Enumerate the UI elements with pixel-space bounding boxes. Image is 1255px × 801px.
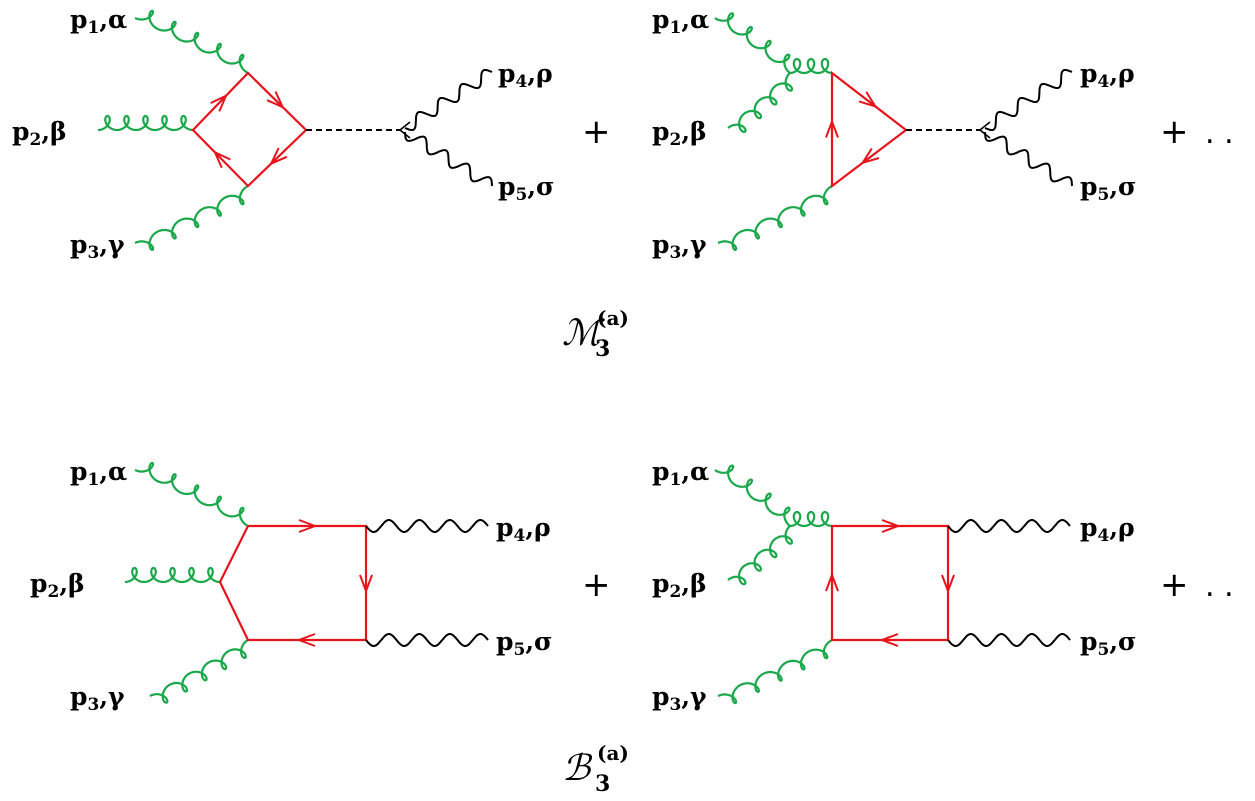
boson-line-p5 xyxy=(947,633,1071,647)
gluon-line-p3 xyxy=(717,185,833,252)
label-boson-p5: p5,σ xyxy=(1080,172,1136,205)
boson-line-p4 xyxy=(984,69,1073,131)
effective-vertex xyxy=(978,121,991,139)
label-boson-p4: p4,ρ xyxy=(496,513,551,546)
label-gluon-p3: p3,γ xyxy=(652,682,707,715)
fermion-arrow-1 xyxy=(881,519,901,533)
caption-symbol: ℬ xyxy=(562,748,593,789)
caption-subscript: 3 xyxy=(595,771,610,797)
label-gluon-p2: p2,β xyxy=(12,117,67,150)
label-boson-p5: p5,σ xyxy=(496,627,552,660)
boson-line-p4 xyxy=(947,519,1071,533)
label-gluon-p1: p1,α xyxy=(652,5,709,38)
fermion-loop-triangle xyxy=(830,70,908,189)
fermion-arrow-2 xyxy=(359,574,373,594)
boson-line-p4 xyxy=(365,519,489,533)
diagram-top-right: p1,α p2,β p3,γ p4,ρ p5,σ xyxy=(652,5,1136,263)
fermion-arrow-3 xyxy=(269,147,288,166)
fermion-loop-pentagon xyxy=(218,524,368,642)
gluon-line-p2 xyxy=(727,72,794,133)
caption-m3a: ℳ 3 (a) xyxy=(562,306,629,362)
fermion-arrow-1 xyxy=(210,93,229,112)
gluon-line-p2 xyxy=(97,114,194,132)
label-gluon-p2: p2,β xyxy=(652,117,707,150)
label-boson-p5: p5,σ xyxy=(1080,627,1136,660)
diagram-top-left: p1,α p2,β p3,γ p4,ρ p5,σ xyxy=(12,5,554,263)
fermion-arrow-3 xyxy=(879,633,899,647)
gluon-line-p1 xyxy=(134,461,249,527)
ellipsis-bottom: . . xyxy=(1205,569,1234,604)
caption-symbol: ℳ xyxy=(562,313,605,354)
boson-line-p4 xyxy=(404,69,493,131)
label-gluon-p3: p3,γ xyxy=(70,682,125,715)
caption-subscript: 3 xyxy=(595,336,610,362)
gluon-line-internal xyxy=(789,57,833,75)
fermion-loop-box xyxy=(830,524,950,642)
fermion-loop-box xyxy=(191,71,308,188)
diagram-bottom-left: p1,α p2,β p3,γ p4,ρ p5,σ xyxy=(30,457,552,715)
label-gluon-p2: p2,β xyxy=(30,569,85,602)
fermion-arrow-2 xyxy=(266,91,285,110)
plus-sign-bottom: + xyxy=(582,565,611,605)
plus-sign-bottom-end: + xyxy=(1160,565,1189,605)
ellipsis-top: . . xyxy=(1205,116,1234,151)
fermion-arrow-3 xyxy=(296,633,316,647)
boson-line-p5 xyxy=(984,131,1073,187)
label-boson-p4: p4,ρ xyxy=(498,59,553,92)
fermion-arrow-4 xyxy=(825,572,839,592)
label-boson-p4: p4,ρ xyxy=(1080,59,1135,92)
fermion-arrow-2 xyxy=(860,147,880,165)
gluon-line-p1 xyxy=(714,12,791,74)
caption-superscript: (a) xyxy=(597,741,629,765)
label-gluon-p1: p1,α xyxy=(70,457,127,490)
boson-line-p5 xyxy=(404,131,493,187)
caption-b3a: ℬ 3 (a) xyxy=(562,741,629,797)
gluon-line-p1 xyxy=(714,464,791,527)
plus-sign-top-end: + xyxy=(1160,112,1189,152)
gluon-line-p3 xyxy=(149,639,249,704)
caption-superscript: (a) xyxy=(597,306,629,330)
gluon-line-p2 xyxy=(727,525,793,586)
label-gluon-p1: p1,α xyxy=(70,5,127,38)
effective-vertex xyxy=(398,121,411,139)
label-boson-p5: p5,σ xyxy=(498,172,554,205)
gluon-line-internal xyxy=(789,510,833,528)
gluon-line-p3 xyxy=(134,185,249,252)
gluon-line-p1 xyxy=(134,9,249,74)
boson-line-p5 xyxy=(365,633,489,647)
fermion-arrow-1 xyxy=(298,519,318,533)
label-gluon-p3: p3,γ xyxy=(70,230,125,263)
plus-sign-top: + xyxy=(582,112,611,152)
fermion-arrow-2 xyxy=(941,574,955,594)
gluon-line-p2 xyxy=(124,566,221,584)
label-gluon-p1: p1,α xyxy=(652,457,709,490)
label-gluon-p2: p2,β xyxy=(652,569,707,602)
fermion-arrow-1 xyxy=(858,91,878,109)
label-boson-p4: p4,ρ xyxy=(1080,513,1135,546)
diagram-bottom-right: p1,α p2,β p3,γ p4,ρ p5,σ xyxy=(652,457,1136,715)
fermion-arrow-4 xyxy=(212,150,231,169)
label-gluon-p3: p3,γ xyxy=(652,230,707,263)
fermion-arrow-3 xyxy=(825,118,839,138)
gluon-line-p3 xyxy=(717,639,833,705)
